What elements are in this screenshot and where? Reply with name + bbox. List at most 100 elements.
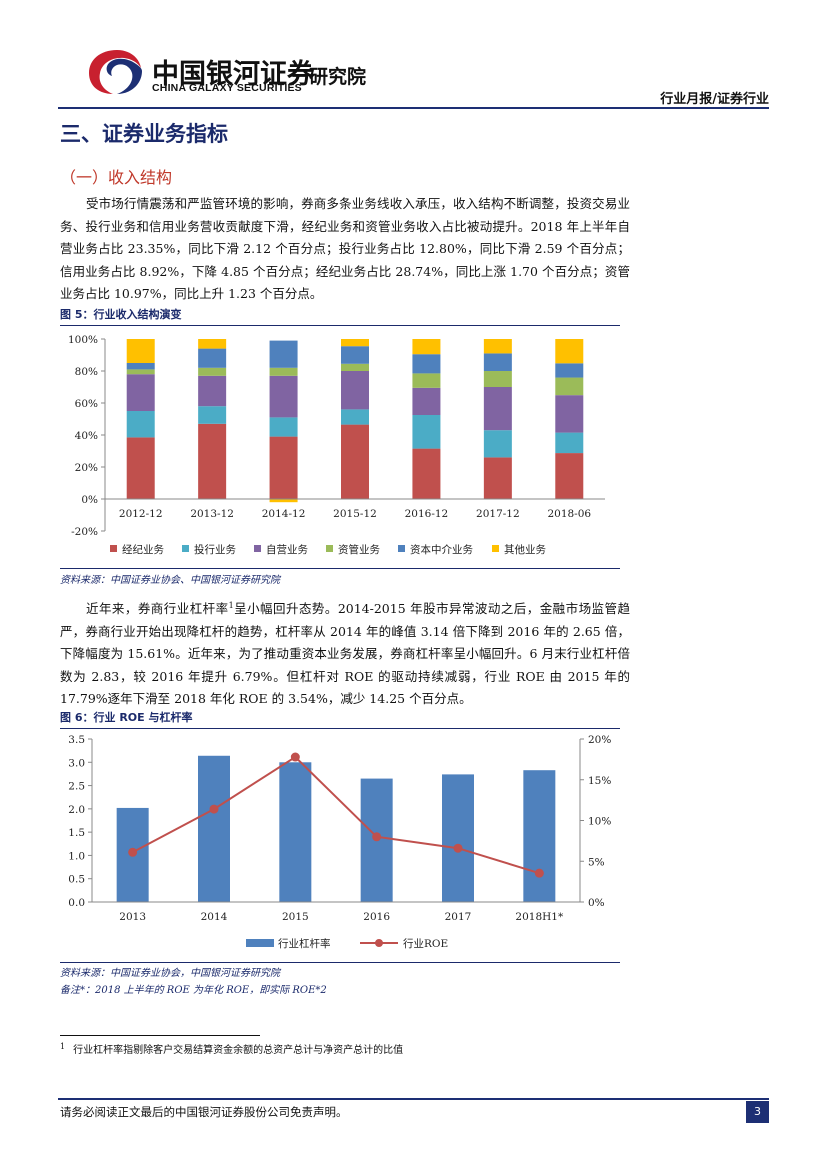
figure-5-bottom-rule <box>60 568 620 569</box>
legend-label-roe: 行业ROE <box>403 937 448 950</box>
y-tick-label: 80% <box>75 366 98 378</box>
sub-section-title: （一）收入结构 <box>60 168 173 187</box>
left-tick-label: 3.0 <box>68 757 85 769</box>
bar-segment <box>269 436 298 499</box>
right-tick-label: 0% <box>588 897 605 909</box>
left-tick-label: 1.5 <box>68 827 85 839</box>
y-tick-label: 20% <box>75 462 98 474</box>
x-tick-label: 2018H1* <box>515 911 564 923</box>
x-tick-label: 2013 <box>119 911 146 923</box>
leverage-bar <box>279 762 312 902</box>
legend-label: 自营业务 <box>266 543 308 556</box>
bar-segment <box>269 340 298 368</box>
bar-segment <box>126 363 155 370</box>
leverage-bar <box>198 755 230 902</box>
footnote: 1 行业杠杆率指剔除客户交易结算资金余额的总资产总计与净资产总计的比值 <box>60 1041 403 1056</box>
bar-segment <box>269 367 298 376</box>
bar-segment <box>483 387 512 431</box>
bar-segment <box>412 415 441 449</box>
legend-label: 资本中介业务 <box>410 543 473 556</box>
bar-segment <box>269 417 298 437</box>
disclaimer: 请务必阅读正文最后的中国银河证券股份公司免责声明。 <box>60 1105 348 1119</box>
x-tick-label: 2015 <box>282 911 309 923</box>
y-tick-label: 0% <box>81 494 98 506</box>
legend-swatch <box>398 545 405 552</box>
report-type: 行业月报/证券行业 <box>660 92 769 107</box>
bar-segment <box>483 371 512 387</box>
leverage-bar <box>442 774 474 902</box>
x-tick-label: 2018-06 <box>547 508 591 520</box>
legend-swatch <box>326 545 333 552</box>
bar-segment <box>341 409 369 425</box>
roe-point <box>128 847 138 857</box>
legend-swatch <box>492 545 499 552</box>
x-tick-label: 2013-12 <box>190 508 234 520</box>
bar-segment <box>412 354 441 374</box>
y-tick-label: 100% <box>68 334 98 346</box>
bar-segment <box>412 387 441 415</box>
figure-5-title: 图 5：行业收入结构演变 <box>60 306 620 326</box>
bar-segment <box>341 339 369 347</box>
x-tick-label: 2016-12 <box>405 508 449 520</box>
bar-segment <box>412 448 441 499</box>
leverage-paragraph-a: 近年来，券商行业杠杆率 <box>86 601 229 617</box>
footnote-number: 1 <box>60 1041 66 1051</box>
bar-segment <box>198 406 227 424</box>
y-tick-label: 40% <box>75 430 98 442</box>
figure-6-note: 备注*：2018 上半年的 ROE 为年化 ROE，即实际 ROE*2 <box>60 985 327 996</box>
page-number: 3 <box>746 1101 769 1123</box>
leverage-bar <box>523 770 556 902</box>
right-tick-label: 5% <box>588 856 605 868</box>
roe-point <box>290 752 300 762</box>
bar-segment <box>126 339 155 363</box>
right-tick-label: 20% <box>588 734 611 746</box>
bar-segment <box>269 375 298 418</box>
bar-segment <box>412 339 441 355</box>
bar-segment <box>198 375 227 407</box>
right-tick-label: 15% <box>588 775 611 787</box>
roe-point <box>534 868 544 878</box>
bar-segment <box>198 348 227 368</box>
bar-segment <box>555 377 584 396</box>
footnote-ref: 1 <box>228 601 234 610</box>
footer-divider <box>58 1098 769 1100</box>
x-tick-label: 2014-12 <box>262 508 306 520</box>
brand-name-en: CHINA GALAXY SECURITIES <box>152 82 302 94</box>
bar-segment <box>126 369 155 375</box>
leverage-paragraph-b: 呈小幅回升态势。2014-2015 年股市异常波动之后，金融市场监管趋严，券商行… <box>60 601 630 707</box>
header-divider <box>58 107 769 109</box>
x-tick-label: 2017 <box>445 911 472 923</box>
bar-segment <box>198 367 227 376</box>
figure-6-source: 资料来源：中国证券业协会，中国银河证券研究院 <box>60 968 280 979</box>
roe-line <box>132 755 540 875</box>
roe-point <box>453 843 463 853</box>
x-tick-label: 2017-12 <box>476 508 520 520</box>
x-tick-label: 2014 <box>201 911 228 923</box>
roe-point <box>209 804 219 814</box>
legend-label: 其他业务 <box>504 543 546 556</box>
institute-label: 研究院 <box>309 66 367 88</box>
right-tick-label: 10% <box>588 816 611 828</box>
legend-swatch-leverage <box>246 939 274 947</box>
legend-label: 经纪业务 <box>122 543 164 556</box>
bar-segment <box>341 424 369 499</box>
left-tick-label: 1.0 <box>68 850 85 862</box>
figure-6-bottom-rule <box>60 962 620 963</box>
left-tick-label: 0.5 <box>68 874 85 886</box>
bar-segment <box>198 339 227 349</box>
bar-segment <box>555 339 584 364</box>
bar-segment <box>555 395 584 433</box>
bar-segment <box>126 411 155 438</box>
section-title: 三、证券业务指标 <box>60 122 228 146</box>
galaxy-logo-icon <box>89 50 142 94</box>
left-tick-label: 2.0 <box>68 804 85 816</box>
bar-segment <box>483 430 512 458</box>
roe-point <box>372 832 382 842</box>
figure-5-source: 资料来源：中国证券业协会、中国银河证券研究院 <box>60 575 280 586</box>
bar-segment <box>555 432 584 454</box>
leverage-paragraph: 近年来，券商行业杠杆率1呈小幅回升态势。2014-2015 年股市异常波动之后，… <box>60 595 630 711</box>
footnote-divider <box>60 1035 260 1036</box>
bar-segment <box>126 374 155 411</box>
bar-segment <box>341 371 369 410</box>
bar-segment <box>341 363 369 371</box>
